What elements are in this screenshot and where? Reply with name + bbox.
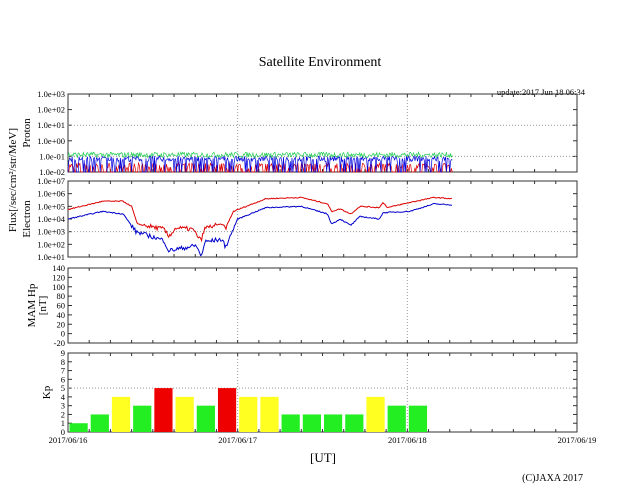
- y-tick-label: 100: [52, 282, 65, 292]
- kp-bar: [154, 388, 173, 432]
- kp-bar: [111, 396, 131, 432]
- kp-bar: [133, 405, 152, 432]
- y-tick-label: 1.0e+07: [37, 176, 65, 186]
- kp-bar: [239, 396, 258, 432]
- y-tick-label: 1.0e+02: [37, 105, 65, 115]
- y-tick-label: 1.0e+00: [37, 136, 65, 146]
- x-tick-label: 2017/06/18: [388, 435, 427, 445]
- y-tick-label: 9: [61, 348, 65, 358]
- y-tick-label: 1.0e+04: [37, 214, 65, 224]
- y-tick-label: 1.0e+03: [37, 89, 65, 99]
- y-tick-label: 1.0e+01: [37, 120, 65, 130]
- y-tick-label: 1.0e+02: [37, 239, 65, 249]
- proton-series-red: [67, 161, 453, 173]
- panel-electron: 1.0e+07 1.0e+06 1.0e+05 1.0e+04 1.0e+03 1.0e+…: [21, 176, 578, 262]
- y-tick-label: 1.0e-01: [39, 151, 65, 161]
- kp-bar: [324, 414, 343, 432]
- y-tick-label: 4: [61, 392, 66, 402]
- y-tick-label: 120: [52, 272, 65, 282]
- electron-series-red: [67, 196, 452, 243]
- x-axis-label: [UT]: [310, 450, 336, 465]
- kp-bar: [366, 396, 385, 432]
- kp-bar: [302, 414, 321, 432]
- x-tick-label: 2017/06/16: [49, 435, 88, 445]
- y-tick-label: 2: [61, 409, 65, 419]
- y-tick-label: 0: [61, 329, 65, 339]
- x-tick-label: 2017/06/17: [218, 435, 257, 445]
- y-tick-label: 3: [61, 401, 65, 411]
- kp-bar: [90, 414, 109, 432]
- kp-bar: [175, 396, 194, 432]
- y-tick-label: 20: [57, 319, 66, 329]
- y-tick-label: 7: [61, 366, 65, 376]
- y-tick-label: 8: [61, 357, 65, 367]
- y-tick-label: 140: [52, 263, 65, 273]
- y-axis-label: Electron: [21, 200, 33, 238]
- kp-bar: [217, 388, 237, 432]
- kp-bar: [69, 423, 88, 432]
- electron-series-blue: [67, 203, 453, 257]
- y-tick-label: 6: [61, 374, 65, 384]
- kp-bar: [196, 405, 215, 432]
- y-tick-label: 1.0e+01: [37, 252, 65, 262]
- y-tick-label: 5: [61, 383, 65, 393]
- update-timestamp: update:2017 Jun 18 06:34: [497, 87, 586, 97]
- proton-series-green: [67, 150, 453, 159]
- panel-frame: [67, 267, 578, 344]
- y-tick-label: 1.0e-02: [39, 167, 65, 177]
- y-tick-label: 60: [57, 301, 66, 311]
- panel-proton: 1.0e+03 1.0e+02 1.0e+01 1.0e+00 1.0e-01 1.0e-…: [21, 89, 578, 177]
- y-tick-label: 1.0e+05: [37, 201, 65, 211]
- y-axis-label: Kp: [41, 385, 53, 399]
- y-tick-label: 1: [61, 418, 65, 428]
- proton-series-blue: [67, 154, 453, 173]
- kp-bar: [281, 414, 300, 432]
- y-tick-label: 40: [57, 310, 66, 320]
- x-tick-label: 2017/06/19: [558, 435, 597, 445]
- y-tick-label: 0: [61, 427, 65, 437]
- y-tick-label: 80: [57, 291, 66, 301]
- kp-bar: [260, 396, 279, 432]
- panel-frame: [67, 180, 578, 258]
- y-axis-unit: [nT]: [37, 296, 49, 316]
- kp-bar: [387, 405, 406, 432]
- y-axis-label: MAM Hp: [26, 283, 38, 327]
- y-tick-label: 1.0e+06: [37, 189, 65, 199]
- y-tick-label: -20: [54, 338, 65, 348]
- kp-bar: [345, 414, 364, 432]
- copyright: (C)JAXA 2017: [522, 473, 583, 484]
- kp-bar: [408, 405, 428, 432]
- chart-title: Satellite Environment: [259, 55, 382, 70]
- flux-ylabel: Flux[/sec/cm²/str/MeV]: [7, 128, 19, 232]
- y-axis-label: Proton: [21, 118, 33, 148]
- y-tick-label: 1.0e+03: [37, 227, 65, 237]
